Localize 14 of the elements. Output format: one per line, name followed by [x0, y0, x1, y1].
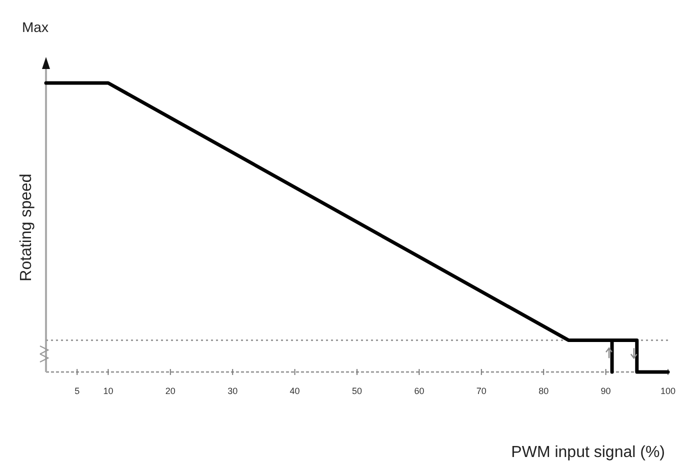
x-tick-label: 70	[476, 386, 486, 396]
x-tick-label: 80	[538, 386, 549, 396]
y-axis-title: Rotating speed	[18, 174, 35, 282]
x-tick-label: 20	[165, 386, 176, 396]
x-tick-label: 10	[103, 386, 114, 396]
x-tick-label: 40	[290, 386, 300, 396]
x-tick-label: 60	[414, 386, 424, 396]
x-tick-label: 30	[228, 386, 238, 396]
x-tick-label: 100	[660, 386, 676, 396]
x-tick-label: 90	[600, 386, 611, 396]
x-tick-label: 50	[352, 386, 362, 396]
x-axis-title: PWM input signal (%)	[511, 444, 665, 461]
text: Max	[22, 19, 48, 35]
x-tick-label: 5	[74, 386, 80, 396]
